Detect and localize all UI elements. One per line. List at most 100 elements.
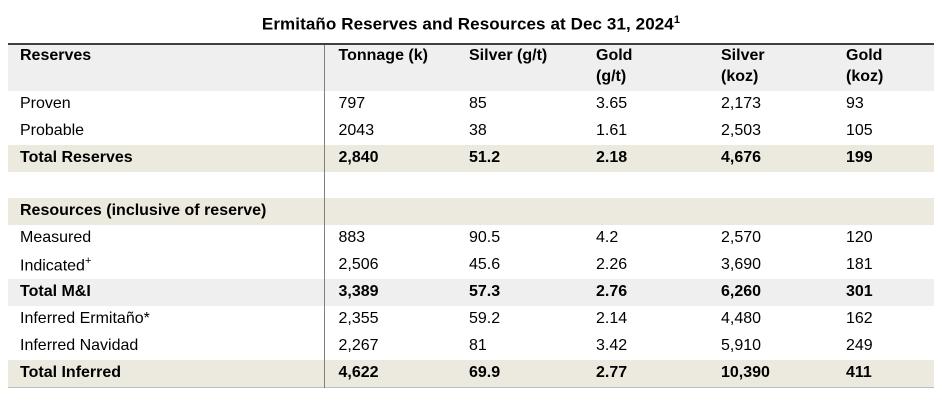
row-label: Proven (8, 90, 325, 118)
cell-value: 3.65 (596, 95, 628, 113)
cell-value: 2.76 (582, 278, 707, 306)
cell-value: 162 (846, 310, 873, 328)
cell-value: 4.2 (596, 229, 619, 247)
table-header: Reserves Tonnage (k) Silver (g/t) Gold (g/t)… (8, 43, 934, 91)
cell-value: 2,840 (324, 144, 455, 172)
column-header-line: Gold (596, 46, 633, 64)
row-label: Inferred Navidad (8, 332, 325, 360)
cell-value: 5,910 (721, 337, 762, 355)
cell-value (707, 171, 832, 198)
cell-value: 199 (832, 144, 934, 172)
cell-value: 4,622 (324, 359, 455, 388)
reserves-resources-table: Reserves Tonnage (k) Silver (g/t) Gold (g/t)… (8, 42, 934, 388)
table-row: Resources (inclusive of reserve) (8, 197, 934, 225)
table-row: Indicated+ 2,506 45.6 2.26 3,690 181 (8, 251, 934, 279)
table-row: Probable 2043 38 1.61 2,503 105 (8, 117, 934, 145)
cell-value: 2,173 (721, 95, 762, 113)
cell-value: 797 (338, 95, 366, 113)
cell-value: 93 (846, 95, 864, 113)
table-row: Measured 883 90.5 4.2 2,570 120 (8, 224, 934, 252)
cell-value (324, 171, 455, 198)
cell-value: 2.77 (582, 359, 707, 388)
cell-value: 181 (846, 256, 873, 274)
cell-value: 85 (469, 95, 487, 113)
cell-value: 3,690 (721, 256, 762, 274)
column-header-line: (koz) (721, 67, 759, 85)
page-title: Ermitaño Reserves and Resources at Dec 3… (0, 0, 942, 43)
title-superscript: 1 (673, 14, 681, 26)
header-row: Reserves Tonnage (k) Silver (g/t) Gold (g/t)… (8, 43, 934, 91)
cell-value: 883 (338, 229, 366, 247)
cell-value: 38 (469, 122, 487, 140)
table-row: Total Inferred 4,622 69.9 2.77 10,390 411 (8, 359, 934, 388)
column-header-line: Reserves (20, 46, 92, 64)
row-label: Indicated+ (8, 251, 325, 279)
column-header-line: (g/t) (596, 67, 627, 85)
table-row: Proven 797 85 3.65 2,173 93 (8, 90, 934, 118)
cell-value: 2043 (338, 122, 375, 140)
cell-value: 120 (846, 229, 873, 247)
cell-value: 51.2 (455, 144, 582, 172)
cell-value: 301 (832, 278, 934, 306)
table-row: Inferred Navidad 2,267 81 3.42 5,910 249 (8, 332, 934, 360)
cell-value: 4,480 (721, 310, 762, 328)
column-header-gold-gt: Gold (g/t) (582, 43, 707, 91)
table-row: Inferred Ermitaño* 2,355 59.2 2.14 4,480 162 (8, 305, 934, 333)
cell-value: 2,355 (338, 310, 379, 328)
cell-value: 2,267 (338, 337, 379, 355)
cell-value: 57.3 (455, 278, 582, 306)
column-header-silver-koz: Silver (koz) (707, 43, 832, 91)
cell-value: 4,676 (707, 144, 832, 172)
row-label: Resources (inclusive of reserve) (8, 197, 325, 225)
cell-value (832, 197, 934, 225)
column-header-line: (koz) (846, 67, 884, 85)
cell-value: 81 (469, 337, 487, 355)
spacer-row (8, 171, 934, 198)
cell-value (707, 197, 832, 225)
row-label: Probable (8, 117, 325, 145)
row-label: Total M&I (8, 278, 325, 306)
table-row: Total M&I 3,389 57.3 2.76 6,260 301 (8, 278, 934, 306)
cell-value: 2.18 (582, 144, 707, 172)
cell-value: 105 (846, 122, 873, 140)
cell-value: 10,390 (707, 359, 832, 388)
cell-value: 2.26 (596, 256, 628, 274)
cell-value: 2.14 (596, 310, 628, 328)
cell-value (582, 197, 707, 225)
cell-value: 3.42 (596, 337, 628, 355)
cell-value (455, 197, 582, 225)
page-title-text: Ermitaño Reserves and Resources at Dec 3… (261, 14, 674, 34)
cell-value (832, 171, 934, 198)
column-header-tonnage: Tonnage (k) (324, 43, 455, 91)
column-header-line: Gold (846, 46, 883, 64)
row-label-superscript: + (84, 254, 92, 267)
column-header-silver-gt: Silver (g/t) (455, 43, 582, 91)
row-label: Measured (8, 224, 325, 252)
table-body: Proven 797 85 3.65 2,173 93 Probable 2043 38 1.61… (8, 90, 934, 388)
cell-value: 69.9 (455, 359, 582, 388)
cell-value: 1.61 (596, 122, 628, 140)
cell-value: 411 (832, 359, 934, 388)
cell-value: 6,260 (707, 278, 832, 306)
cell-value: 90.5 (469, 229, 501, 247)
cell-value (582, 171, 707, 198)
column-header-line: Tonnage (k) (338, 46, 428, 64)
cell-value: 45.6 (469, 256, 501, 274)
table-row: Total Reserves 2,840 51.2 2.18 4,676 199 (8, 144, 934, 172)
column-header-gold-koz: Gold (koz) (832, 43, 934, 91)
cell-value: 249 (846, 337, 873, 355)
row-label: Inferred Ermitaño* (8, 305, 325, 333)
column-header-line: Silver (721, 46, 765, 64)
cell-value: 59.2 (469, 310, 501, 328)
column-header-label: Reserves (8, 43, 325, 91)
row-label: Total Inferred (8, 359, 325, 388)
cell-value: 3,389 (324, 278, 455, 306)
cell-value (324, 197, 455, 225)
row-label: Total Reserves (8, 144, 325, 172)
cell-value: 2,503 (721, 122, 762, 140)
cell-value: 2,506 (338, 256, 379, 274)
cell-value (455, 171, 582, 198)
column-header-line: Silver (g/t) (469, 46, 548, 64)
row-label (8, 171, 325, 198)
